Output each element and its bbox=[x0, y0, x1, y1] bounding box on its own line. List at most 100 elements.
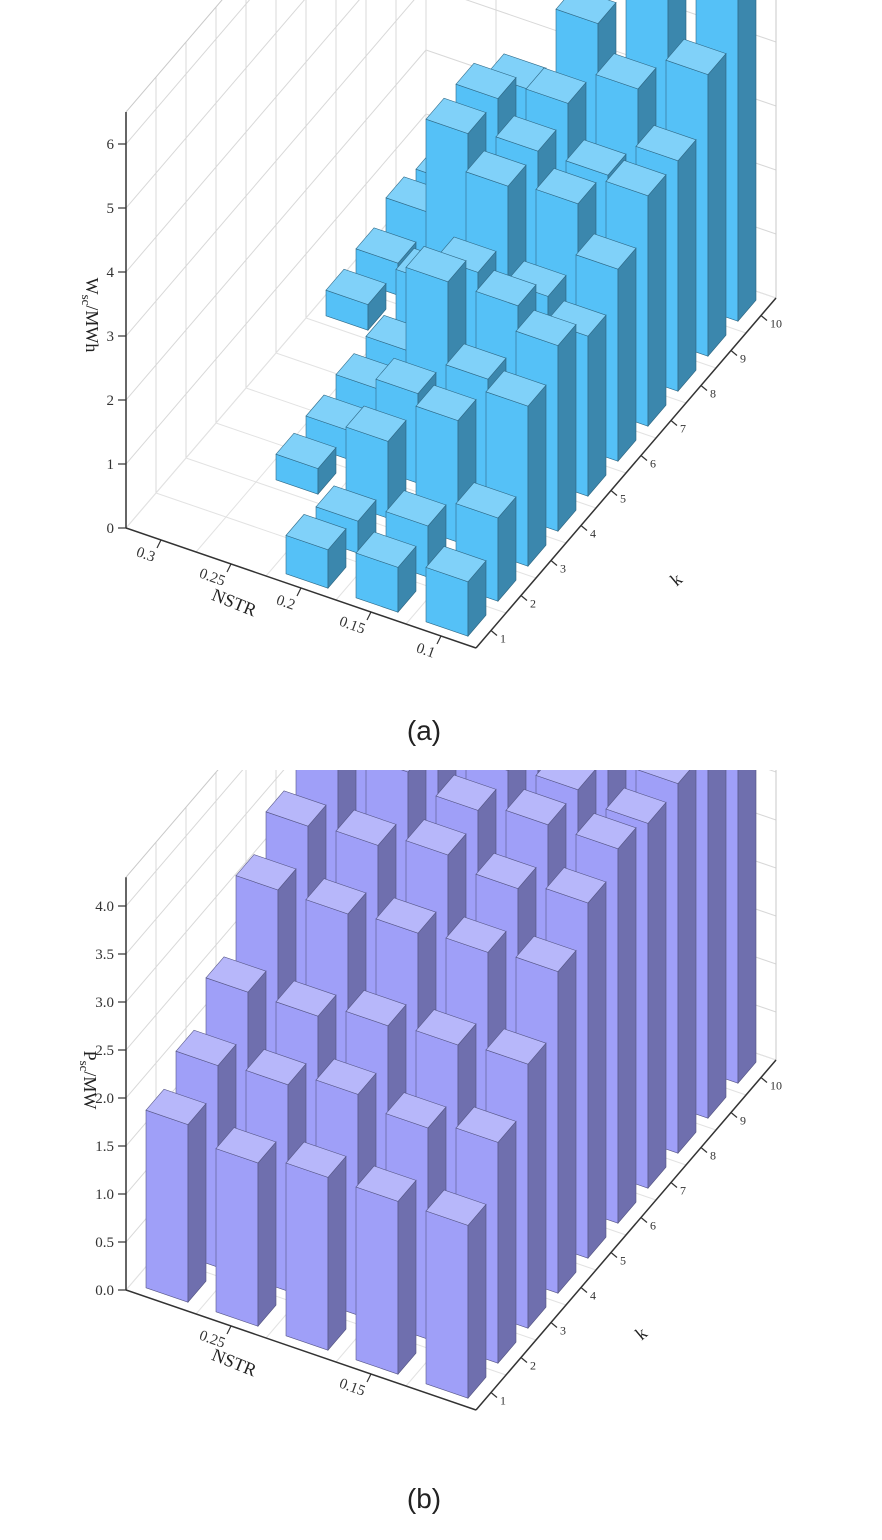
chart-a-bar-top bbox=[455, 62, 517, 99]
chart-a-z-tick-label: 2 bbox=[107, 393, 115, 409]
chart-a-bar-top bbox=[605, 160, 667, 197]
chart-b-z-tick-label: 2.5 bbox=[95, 1043, 114, 1059]
chart-b-bar-front bbox=[215, 1148, 259, 1327]
chart-a-bar-top bbox=[455, 482, 517, 519]
chart-b-z-tick-label: 1.0 bbox=[95, 1187, 114, 1203]
chart-b-bars bbox=[145, 770, 757, 1400]
chart-b-grid-line bbox=[125, 770, 285, 955]
chart-b-frame bbox=[125, 770, 219, 878]
chart-a-nstr-tick-mark bbox=[296, 587, 302, 597]
chart-a-bar-side bbox=[647, 173, 667, 428]
chart-b-bar bbox=[285, 1141, 347, 1352]
chart-a-bar-top bbox=[575, 233, 637, 270]
chart-b-bar-top bbox=[425, 1189, 487, 1226]
chart-b-bar-top bbox=[145, 1088, 207, 1125]
chart-a-z-tick-label: 5 bbox=[107, 201, 115, 217]
chart-b-bar-top bbox=[515, 935, 577, 972]
chart-b-k-tick-mark bbox=[610, 1252, 618, 1258]
chart-b-z-tick-label: 2.0 bbox=[95, 1091, 114, 1107]
chart-b-bar-front bbox=[425, 1210, 469, 1399]
chart-b-nstr-tick-mark bbox=[366, 1373, 372, 1383]
chart-a-bar-top bbox=[475, 270, 537, 307]
chart-a-k-tick-mark bbox=[640, 455, 648, 461]
chart-a-k-tick-label: 2 bbox=[530, 597, 536, 611]
chart-a-bar bbox=[275, 432, 337, 496]
chart-b-k-tick-label: 3 bbox=[560, 1324, 566, 1338]
chart-b-x-axis-label: NSTR bbox=[209, 1345, 259, 1381]
chart-b-bar-front bbox=[285, 1162, 329, 1351]
chart-a-nstr-tick-label: 0.2 bbox=[274, 592, 297, 613]
chart-a-grid-line bbox=[125, 0, 305, 209]
chart-a-k-tick-mark bbox=[490, 630, 498, 636]
chart-a-z-label-unit: /MWh bbox=[82, 305, 102, 352]
chart-b-bar-side bbox=[397, 1179, 417, 1376]
chart-a-bar-side bbox=[737, 0, 757, 323]
chart-a-k-tick-mark bbox=[730, 350, 738, 356]
chart-b-z-tick-label: 4.0 bbox=[95, 899, 114, 915]
chart-b-bar-top bbox=[315, 1058, 377, 1095]
chart-b-bar-top bbox=[535, 770, 596, 791]
chart-b-bar-side bbox=[587, 881, 607, 1260]
chart-b-bar-top bbox=[445, 916, 507, 953]
chart-a-z-tick-label: 4 bbox=[107, 265, 115, 281]
chart-b-bar-side bbox=[737, 770, 757, 1085]
chart-b-bar-side bbox=[327, 1155, 347, 1352]
chart-b-k-tick-label: 9 bbox=[740, 1114, 746, 1128]
chart-a-k-tick-label: 1 bbox=[500, 632, 506, 646]
chart-b-k-tick-label: 10 bbox=[770, 1079, 782, 1093]
chart-b-y-axis-label: k bbox=[631, 1323, 651, 1344]
chart-a-bar-top bbox=[595, 53, 657, 90]
chart-a-k-tick-mark bbox=[520, 595, 528, 601]
chart-a-k-tick-label: 6 bbox=[650, 457, 656, 471]
chart-b-z-label-main: P bbox=[80, 1051, 100, 1061]
chart-a-grid-line bbox=[125, 49, 427, 401]
chart-a-bar-side bbox=[587, 314, 607, 498]
chart-b-bar bbox=[425, 1189, 487, 1400]
chart-a-bar-top bbox=[425, 546, 487, 583]
chart-b-bar-top bbox=[637, 770, 691, 784]
chart-a-bar bbox=[425, 546, 487, 638]
chart-b-caption: (b) bbox=[407, 1483, 441, 1514]
chart-b-bar-top bbox=[335, 809, 397, 846]
chart-a-bar-side bbox=[527, 384, 547, 568]
chart-a-bar-top bbox=[325, 268, 387, 305]
chart-b-bar-top bbox=[375, 897, 437, 934]
chart-b-bar-side bbox=[527, 1042, 547, 1330]
figure-b: 0.0 0.5 1.0 1.5 2.0 2.5 3.0 3.5 4.0 0.25 0.15 1 2 3 4 5… bbox=[0, 770, 882, 1540]
chart-b-bar-side bbox=[677, 770, 697, 1155]
chart-b-k-tick-label: 4 bbox=[590, 1289, 596, 1303]
chart-a-grid-line bbox=[125, 113, 427, 465]
chart-b-bar-top bbox=[405, 819, 467, 856]
chart-a-x-axis-label: NSTR bbox=[209, 585, 259, 621]
chart-a-bar bbox=[355, 531, 417, 614]
chart-a-z-label-main: W bbox=[82, 278, 102, 295]
chart-a-bar-top bbox=[415, 384, 477, 421]
chart-a-z-label-sub: sc bbox=[79, 295, 94, 306]
chart-a-grid-line bbox=[125, 0, 360, 273]
chart-b-z-axis-label: Psc/MW bbox=[77, 1051, 100, 1110]
chart-a-k-tick-mark bbox=[550, 560, 558, 566]
chart-a-bar-top bbox=[275, 432, 337, 469]
chart-a-k-tick-mark bbox=[580, 525, 588, 531]
chart-b-z-tick-label: 0.5 bbox=[95, 1235, 114, 1251]
chart-b-k-tick-mark bbox=[520, 1357, 528, 1363]
chart-b-bar-top bbox=[485, 1028, 547, 1065]
chart-b-grid-line bbox=[125, 770, 244, 907]
chart-b-bar-top bbox=[355, 1165, 417, 1202]
chart-b-k-tick-label: 5 bbox=[620, 1254, 626, 1268]
chart-b-bar bbox=[145, 1088, 207, 1304]
figure-a: 0 1 2 3 4 5 6 0.3 0.25 0.2 0.15 0.1 1 2 3 4 5 6 7 8 9 10 NSTR k… bbox=[0, 0, 882, 760]
chart-a-bar-side bbox=[617, 247, 637, 463]
chart-b-bar-side bbox=[617, 826, 637, 1225]
chart-b-bar-side bbox=[557, 949, 577, 1295]
chart-b-bar-top bbox=[245, 1049, 307, 1086]
chart-a-z-axis-label: Wsc/MWh bbox=[79, 278, 102, 353]
chart-b-bar-top bbox=[505, 770, 509, 771]
chart-b-k-tick-label: 2 bbox=[530, 1359, 536, 1373]
chart-a-k-tick-label: 7 bbox=[680, 422, 686, 436]
chart-a-k-tick-label: 10 bbox=[770, 317, 782, 331]
chart-a-bar-top bbox=[405, 246, 467, 283]
chart-b-bar-top bbox=[385, 1092, 447, 1129]
chart-a-grid-line bbox=[125, 0, 251, 145]
chart-b-bar-top bbox=[235, 854, 297, 891]
